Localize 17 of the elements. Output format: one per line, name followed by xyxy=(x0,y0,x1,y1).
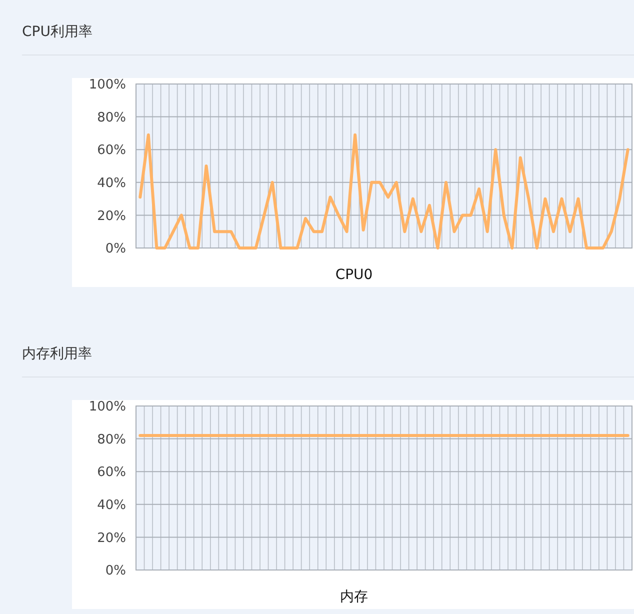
y-tick-label: 40% xyxy=(97,176,126,191)
y-tick-label: 60% xyxy=(97,465,126,480)
line-series xyxy=(138,133,630,250)
y-tick-label: 100% xyxy=(88,400,126,415)
y-tick-label: 20% xyxy=(97,208,126,224)
y-tick-label: 0% xyxy=(105,564,126,579)
chart-title: CPU利用率 xyxy=(22,24,92,40)
y-tick-label: 80% xyxy=(97,432,126,448)
y-tick-label: 100% xyxy=(88,78,126,93)
y-tick-label: 20% xyxy=(97,530,126,546)
y-tick-label: 60% xyxy=(97,143,126,158)
y-tick-label: 40% xyxy=(97,498,126,513)
chart-title: 内存利用率 xyxy=(22,346,92,362)
y-tick-label: 0% xyxy=(105,242,126,257)
x-axis-title: 内存 xyxy=(340,589,368,605)
x-axis-title: CPU0 xyxy=(335,267,373,283)
y-tick-label: 80% xyxy=(97,110,126,126)
